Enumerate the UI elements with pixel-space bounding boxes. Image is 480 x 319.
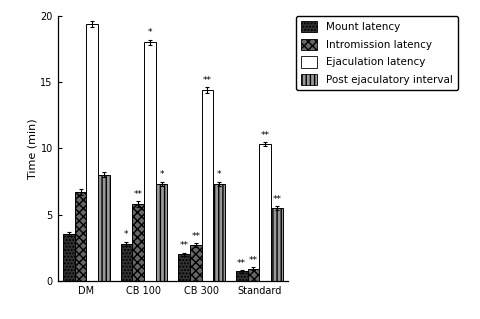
- Text: **: **: [237, 259, 246, 268]
- Bar: [236, 271, 248, 281]
- Text: **: **: [261, 131, 270, 140]
- Text: *: *: [217, 170, 221, 179]
- Text: *: *: [147, 28, 152, 37]
- Legend: Mount latency, Intromission latency, Ejaculation latency, Post ejaculatory inter: Mount latency, Intromission latency, Eja…: [296, 16, 458, 91]
- Text: *: *: [159, 170, 164, 179]
- Text: **: **: [191, 232, 200, 241]
- Bar: [98, 175, 110, 281]
- Text: **: **: [133, 190, 143, 199]
- Bar: [86, 24, 98, 281]
- Bar: [156, 184, 168, 281]
- Bar: [190, 245, 202, 281]
- Bar: [120, 244, 132, 281]
- Text: **: **: [180, 241, 189, 250]
- Bar: [202, 90, 213, 281]
- Bar: [213, 184, 225, 281]
- Bar: [63, 234, 75, 281]
- Bar: [248, 269, 259, 281]
- Text: **: **: [272, 195, 281, 204]
- Text: **: **: [203, 76, 212, 85]
- Y-axis label: Time (min): Time (min): [27, 118, 37, 179]
- Bar: [132, 204, 144, 281]
- Bar: [75, 192, 86, 281]
- Bar: [259, 145, 271, 281]
- Bar: [178, 254, 190, 281]
- Text: **: **: [249, 256, 258, 265]
- Text: *: *: [124, 230, 129, 239]
- Bar: [271, 208, 283, 281]
- Bar: [144, 42, 156, 281]
